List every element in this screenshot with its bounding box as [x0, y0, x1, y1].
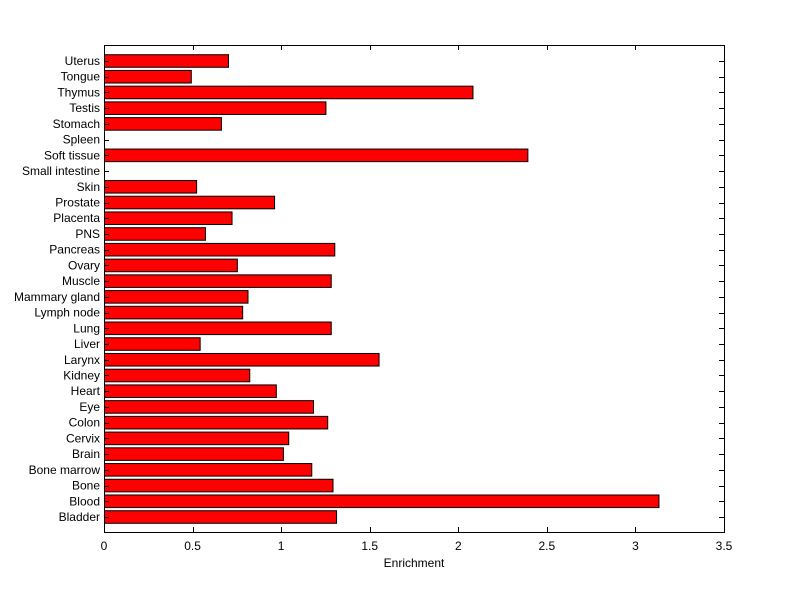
y-tick-label-ovary: Ovary [68, 258, 100, 272]
y-tick-label-mammary-gland: Mammary gland [14, 290, 100, 304]
bar-placenta [104, 211, 233, 226]
bar-skin [104, 180, 198, 194]
y-tick-label-bladder: Bladder [59, 510, 100, 524]
y-tick-label-cervix: Cervix [66, 431, 100, 445]
bar-colon [104, 415, 329, 430]
y-tick-label-spleen: Spleen [63, 133, 100, 147]
y-tick-label-soft-tissue: Soft tissue [44, 148, 100, 162]
bar-thymus [104, 85, 474, 100]
bar-brain [104, 447, 284, 461]
x-tick-label-1: 0.5 [184, 539, 201, 553]
y-tick-label-heart: Heart [71, 384, 101, 398]
y-tick-label-tongue: Tongue [61, 70, 101, 84]
bar-prostate [104, 195, 276, 210]
bar-bone [104, 478, 334, 493]
bar-ovary [104, 258, 238, 273]
x-tick-label-2: 1 [278, 539, 285, 553]
y-tick-label-brain: Brain [72, 447, 100, 461]
y-tick-label-lymph-node: Lymph node [34, 306, 100, 320]
y-tick-label-lung: Lung [73, 321, 100, 335]
bar-heart [104, 384, 277, 399]
y-tick-label-liver: Liver [74, 337, 100, 351]
bar-tongue [104, 69, 192, 84]
bar-lung [104, 321, 332, 336]
bar-larynx [104, 352, 380, 367]
bar-kidney [104, 368, 251, 383]
y-tick-label-testis: Testis [69, 101, 100, 115]
bar-muscle [104, 274, 332, 288]
y-tick-label-placenta: Placenta [53, 211, 100, 225]
bar-bone-marrow [104, 463, 313, 477]
y-tick-label-kidney: Kidney [63, 368, 100, 382]
bar-soft-tissue [104, 148, 529, 163]
bars-group [104, 54, 660, 524]
y-tick-label-bone-marrow: Bone marrow [29, 463, 101, 477]
x-tick-label-6: 3 [632, 539, 639, 553]
bar-cervix [104, 431, 290, 446]
y-tick-label-colon: Colon [69, 416, 100, 430]
x-axis-label: Enrichment [384, 556, 445, 570]
x-tick-label-0: 0 [101, 539, 108, 553]
bar-bladder [104, 510, 338, 524]
x-tick-label-7: 3.5 [716, 539, 733, 553]
bar-eye [104, 400, 315, 414]
y-tick-label-bone: Bone [72, 479, 100, 493]
y-tick-label-stomach: Stomach [53, 117, 100, 131]
y-tick-label-skin: Skin [77, 180, 100, 194]
y-tick-label-thymus: Thymus [57, 85, 100, 99]
y-tick-label-small-intestine: Small intestine [22, 164, 100, 178]
y-tick-label-prostate: Prostate [55, 196, 100, 210]
x-tick-label-3: 1.5 [361, 539, 378, 553]
plot-frame [104, 45, 725, 533]
bar-testis [104, 101, 327, 115]
bar-pancreas [104, 242, 336, 257]
bar-mammary-gland [104, 290, 249, 304]
y-tick-label-larynx: Larynx [64, 353, 100, 367]
bar-pns [104, 227, 206, 241]
y-tick-label-blood: Blood [69, 494, 100, 508]
bar-uterus [104, 54, 229, 68]
y-tick-label-eye: Eye [79, 400, 100, 414]
bar-blood [104, 494, 660, 509]
y-tick-label-pancreas: Pancreas [49, 243, 100, 257]
bar-liver [104, 337, 201, 351]
x-tick-label-5: 2.5 [539, 539, 556, 553]
y-tick-label-muscle: Muscle [62, 274, 100, 288]
bar-stomach [104, 117, 222, 131]
bar-lymph-node [104, 305, 244, 320]
y-tick-label-uterus: Uterus [65, 54, 100, 68]
y-tick-label-pns: PNS [75, 227, 100, 241]
x-tick-label-4: 2 [455, 539, 462, 553]
